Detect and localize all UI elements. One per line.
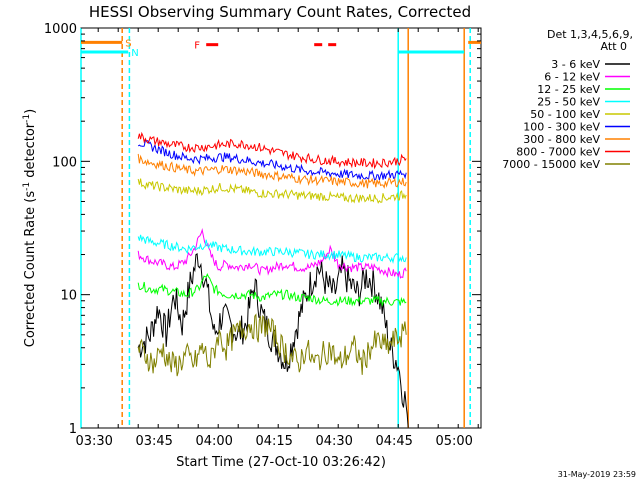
plot-frame (80, 27, 482, 429)
legend-label-8: 7000 - 15000 keV (502, 158, 600, 171)
legend-label-1: 6 - 12 keV (544, 71, 600, 84)
chart-title: HESSI Observing Summary Count Rates, Cor… (89, 3, 471, 21)
flare-marks: F (194, 41, 337, 52)
series-line-8 (137, 313, 407, 377)
legend-label-3: 25 - 50 keV (537, 96, 600, 109)
y-axis-label: Corrected Count Rate (s-1 detector-1) (22, 109, 38, 347)
series-line-5 (137, 139, 407, 182)
legend-title-detectors: Det 1,3,4,5,6,9, (547, 28, 633, 41)
series-line-1 (137, 228, 407, 279)
series-line-0 (137, 253, 409, 429)
legend-label-2: 12 - 25 keV (537, 83, 600, 96)
series-line-6 (137, 153, 407, 189)
legend-label-5: 100 - 300 keV (523, 121, 600, 134)
state-label-n: N (131, 48, 138, 59)
y-tick-label-3: 1000 (44, 22, 77, 37)
y-tick-label-1: 10 (60, 289, 77, 304)
x-tick-label-4: 04:30 (315, 434, 352, 449)
state-label-s: S (125, 38, 131, 49)
footer-date: 31-May-2019 23:59 (558, 470, 636, 479)
y-axis-ticks: 1 10 100 1000 (44, 22, 481, 437)
series-line-7 (137, 131, 407, 170)
series-lines (137, 131, 409, 429)
x-tick-label-6: 05:00 (435, 434, 472, 449)
x-axis-ticks: 03:30 03:45 04:00 04:15 04:30 04:45 05:00 (75, 28, 479, 449)
series-line-3 (137, 234, 407, 265)
x-tick-label-3: 04:15 (255, 434, 292, 449)
series-line-2 (137, 273, 407, 307)
y-tick-label-0: 1 (69, 422, 77, 437)
x-tick-label-5: 04:45 (375, 434, 412, 449)
series-line-4 (137, 178, 407, 204)
legend-title-attenuator: Att 0 (601, 40, 627, 53)
vertical-markers (80, 28, 471, 428)
x-tick-label-1: 03:45 (135, 434, 172, 449)
legend-label-6: 300 - 800 keV (523, 133, 600, 146)
x-tick-label-0: 03:30 (75, 434, 112, 449)
x-tick-label-2: 04:00 (195, 434, 232, 449)
plot-area: SN F 1 10 100 1000 03:30 03:45 04:00 04:15 04:3… (44, 22, 482, 449)
legend-label-4: 50 - 100 keV (530, 108, 600, 121)
legend-label-7: 800 - 7000 keV (516, 146, 600, 159)
state-bars: SN (81, 38, 481, 59)
x-axis-label: Start Time (27-Oct-10 03:26:42) (176, 455, 386, 470)
y-tick-label-2: 100 (52, 155, 77, 170)
flare-label: F (194, 41, 200, 52)
legend-label-0: 3 - 6 keV (551, 58, 600, 71)
